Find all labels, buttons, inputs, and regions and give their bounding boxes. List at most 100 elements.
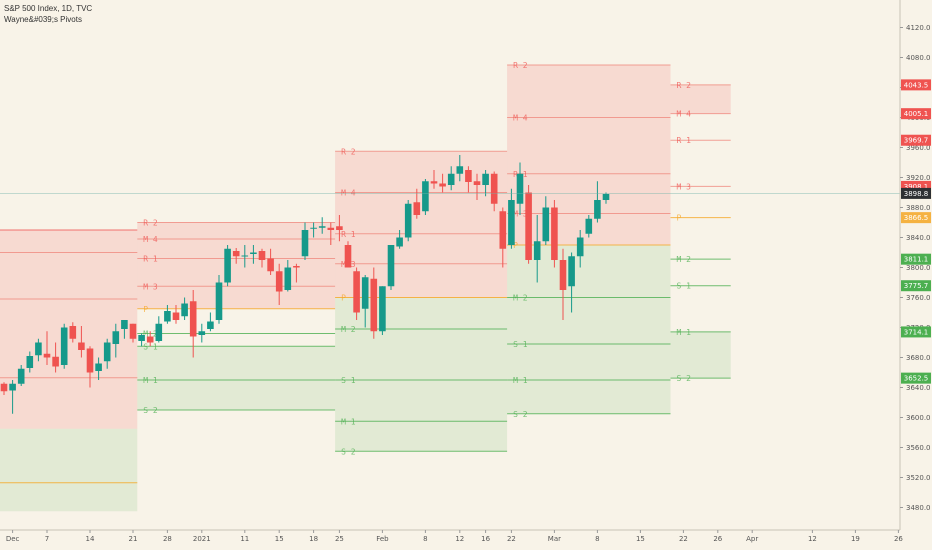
candle[interactable] bbox=[439, 183, 446, 187]
candle[interactable] bbox=[551, 207, 558, 261]
x-tick-label: Dec bbox=[6, 535, 20, 543]
x-tick-label: 14 bbox=[86, 535, 95, 543]
candle[interactable] bbox=[482, 173, 489, 185]
candle[interactable] bbox=[78, 342, 85, 351]
x-tick-label: 22 bbox=[679, 535, 688, 543]
y-tick-label: 3960.0 bbox=[906, 144, 931, 152]
candle[interactable] bbox=[52, 356, 59, 367]
price-badge bbox=[901, 79, 931, 91]
candle[interactable] bbox=[327, 227, 335, 230]
candle[interactable] bbox=[17, 368, 25, 384]
candle[interactable] bbox=[430, 181, 438, 184]
x-tick-label: 26 bbox=[713, 535, 722, 543]
candle[interactable] bbox=[129, 323, 137, 339]
indicator-name[interactable]: Wayne&#039;s Pivots bbox=[4, 15, 82, 24]
candle[interactable] bbox=[559, 260, 567, 290]
zone-4-band-1 bbox=[670, 331, 731, 379]
candle[interactable] bbox=[35, 342, 42, 356]
price-badge-label: 3652.5 bbox=[904, 375, 929, 383]
candle[interactable] bbox=[473, 181, 481, 185]
candle[interactable] bbox=[26, 356, 34, 368]
candle[interactable] bbox=[310, 227, 317, 229]
candle[interactable] bbox=[447, 173, 455, 185]
candle[interactable] bbox=[387, 245, 395, 287]
zone-1-label-6: S 1 bbox=[143, 342, 158, 351]
candle[interactable] bbox=[95, 363, 102, 372]
candle[interactable] bbox=[189, 301, 197, 337]
candle[interactable] bbox=[344, 245, 352, 268]
candle[interactable] bbox=[121, 320, 128, 329]
candle[interactable] bbox=[43, 353, 51, 358]
zone-4-label-3: M 3 bbox=[677, 182, 692, 191]
y-tick-label: 3640.0 bbox=[906, 384, 931, 392]
candle[interactable] bbox=[594, 200, 601, 219]
candle[interactable] bbox=[9, 383, 16, 391]
candle[interactable] bbox=[301, 230, 309, 257]
candle[interactable] bbox=[576, 237, 584, 257]
zone-4-label-4: P bbox=[677, 214, 682, 223]
price-badge-label: 4005.1 bbox=[904, 110, 929, 118]
zone-4-label-8: S 2 bbox=[677, 374, 692, 383]
zone-3-label-7: M 1 bbox=[513, 376, 528, 385]
candle[interactable] bbox=[396, 237, 403, 247]
candle[interactable] bbox=[198, 331, 206, 335]
x-tick-label: 8 bbox=[595, 535, 599, 543]
candle[interactable] bbox=[60, 327, 68, 366]
candle[interactable] bbox=[275, 271, 283, 292]
candle[interactable] bbox=[318, 226, 326, 228]
candle[interactable] bbox=[258, 251, 266, 260]
candle[interactable] bbox=[533, 241, 541, 260]
candle[interactable] bbox=[86, 348, 94, 373]
zone-1-label-8: S 2 bbox=[143, 406, 158, 415]
candle[interactable] bbox=[379, 286, 386, 332]
candle[interactable] bbox=[69, 326, 77, 339]
candle[interactable] bbox=[413, 202, 421, 215]
candle[interactable] bbox=[525, 192, 532, 261]
candle[interactable] bbox=[585, 218, 593, 234]
x-tick-label: 8 bbox=[423, 535, 427, 543]
candle[interactable] bbox=[138, 335, 145, 341]
candle[interactable] bbox=[465, 170, 472, 182]
candle[interactable] bbox=[103, 342, 111, 362]
candle[interactable] bbox=[542, 207, 550, 242]
candle[interactable] bbox=[284, 267, 292, 291]
price-badge-label: 4043.5 bbox=[904, 81, 929, 89]
candle[interactable] bbox=[361, 277, 369, 309]
candle[interactable] bbox=[370, 278, 378, 332]
y-tick-label: 3920.0 bbox=[906, 174, 931, 182]
candle[interactable] bbox=[155, 323, 163, 341]
price-badge-label: 3811.1 bbox=[904, 256, 929, 264]
candle[interactable] bbox=[232, 251, 240, 257]
candle[interactable] bbox=[112, 331, 120, 344]
candle[interactable] bbox=[267, 258, 274, 272]
y-tick-label: 3480.0 bbox=[906, 504, 931, 512]
x-tick-label: 18 bbox=[309, 535, 318, 543]
candle[interactable] bbox=[508, 200, 515, 245]
candle[interactable] bbox=[516, 173, 524, 204]
candle[interactable] bbox=[404, 203, 412, 238]
candle[interactable] bbox=[215, 282, 223, 321]
candle[interactable] bbox=[181, 303, 188, 317]
candle[interactable] bbox=[602, 194, 610, 200]
candle[interactable] bbox=[224, 248, 231, 283]
candle[interactable] bbox=[336, 226, 343, 230]
candle[interactable] bbox=[0, 383, 8, 392]
price-badge bbox=[901, 326, 931, 338]
candle[interactable] bbox=[250, 252, 257, 255]
price-badge-label: 3908.1 bbox=[904, 183, 929, 191]
candle[interactable] bbox=[146, 336, 154, 343]
candle[interactable] bbox=[490, 173, 498, 204]
candle[interactable] bbox=[353, 271, 360, 313]
candle[interactable] bbox=[568, 256, 575, 287]
candle[interactable] bbox=[422, 181, 429, 212]
candle[interactable] bbox=[499, 211, 507, 249]
candle[interactable] bbox=[172, 312, 180, 321]
candle[interactable] bbox=[293, 266, 300, 268]
candle[interactable] bbox=[207, 321, 214, 330]
zone-3-label-1: M 4 bbox=[513, 114, 528, 123]
price-badge bbox=[901, 108, 931, 120]
candle[interactable] bbox=[241, 255, 249, 257]
candle[interactable] bbox=[456, 166, 464, 174]
candle[interactable] bbox=[164, 311, 171, 322]
